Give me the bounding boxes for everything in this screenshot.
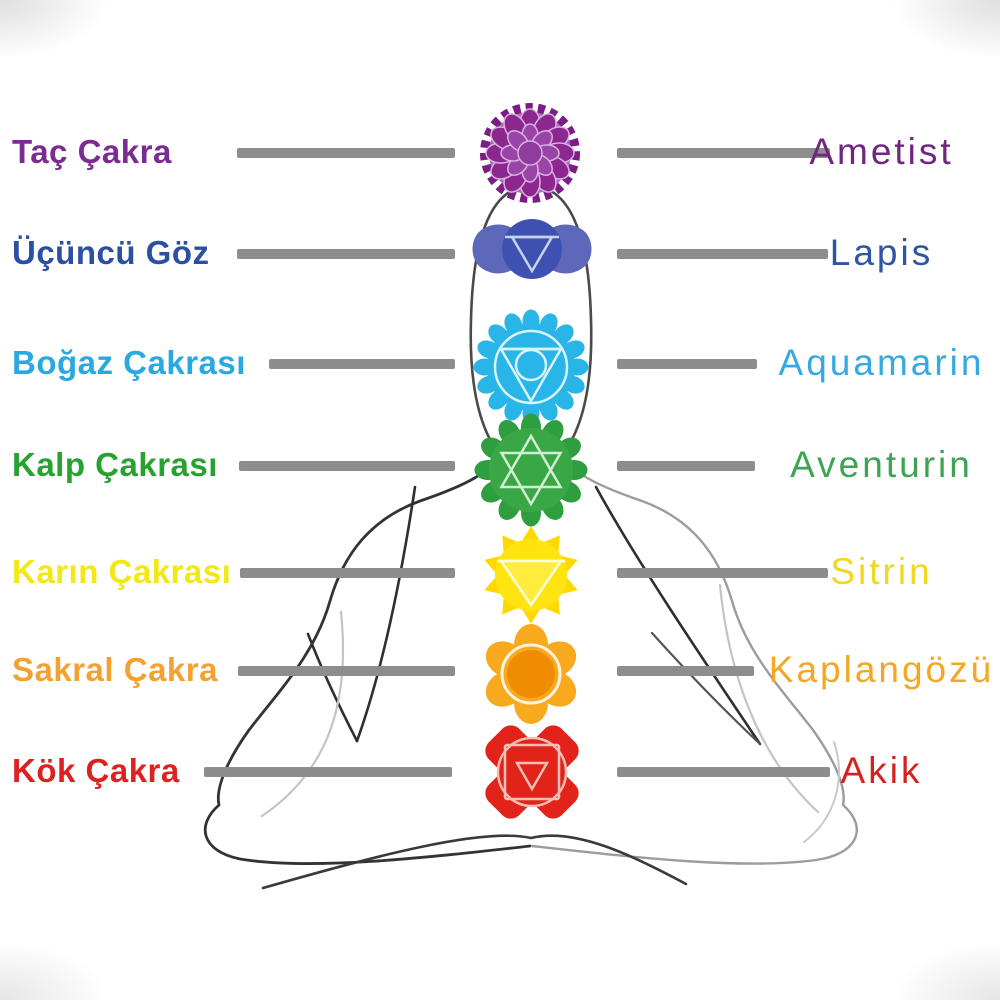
connector-bar-left xyxy=(239,461,455,471)
connector-bar-right xyxy=(617,568,828,578)
connector-bar-right xyxy=(617,249,828,259)
connector-bar-left xyxy=(240,568,455,578)
connector-bar-left xyxy=(238,666,455,676)
third-eye-chakra-icon xyxy=(472,219,592,279)
heart-chakra-icon xyxy=(474,413,588,527)
connector-bar-right xyxy=(617,148,830,158)
stone-label-kaplangozu: Kaplangözü xyxy=(768,649,995,691)
stone-label-lapis: Lapis xyxy=(829,232,934,274)
solar-plexus-chakra-icon xyxy=(484,526,578,624)
chakra-label-solar: Karın Çakrası xyxy=(12,553,232,591)
crossed-shins-outline xyxy=(261,834,688,890)
crown-chakra-lotus-icon xyxy=(480,103,580,203)
chakra-label-heart: Kalp Çakrası xyxy=(12,446,218,484)
chakra-label-third-eye: Üçüncü Göz xyxy=(12,234,210,272)
right-inner-elbow-line xyxy=(650,631,762,746)
connector-bar-right xyxy=(617,461,755,471)
chakra-label-crown: Taç Çakra xyxy=(12,133,172,171)
left-inner-arm-line xyxy=(355,485,417,743)
left-thigh-line xyxy=(260,610,345,818)
chakra-label-root: Kök Çakra xyxy=(12,752,180,790)
sacral-chakra-icon xyxy=(485,624,577,724)
connector-bar-left xyxy=(269,359,455,369)
connector-bar-left xyxy=(204,767,452,777)
right-inner-arm-line xyxy=(594,485,762,746)
body-left-outline xyxy=(203,448,532,866)
right-foot-line xyxy=(803,741,840,843)
stone-label-akik: Akik xyxy=(840,750,923,792)
stone-label-sitrin: Sitrin xyxy=(830,551,933,593)
connector-bar-right xyxy=(617,767,830,777)
left-inner-elbow-line xyxy=(306,632,359,743)
stone-label-aventurin: Aventurin xyxy=(790,444,973,486)
body-right-outline xyxy=(530,448,858,865)
connector-bar-left xyxy=(237,148,455,158)
root-chakra-icon xyxy=(485,725,579,819)
stone-label-ametist: Ametist xyxy=(809,131,954,173)
chakra-label-sacral: Sakral Çakra xyxy=(12,651,218,689)
connector-bar-right xyxy=(617,666,754,676)
connector-bar-right xyxy=(617,359,757,369)
connector-bar-left xyxy=(237,249,455,259)
stone-label-aquamarin: Aquamarin xyxy=(778,342,985,384)
right-thigh-line xyxy=(718,583,820,814)
chakra-label-throat: Boğaz Çakrası xyxy=(12,344,246,382)
